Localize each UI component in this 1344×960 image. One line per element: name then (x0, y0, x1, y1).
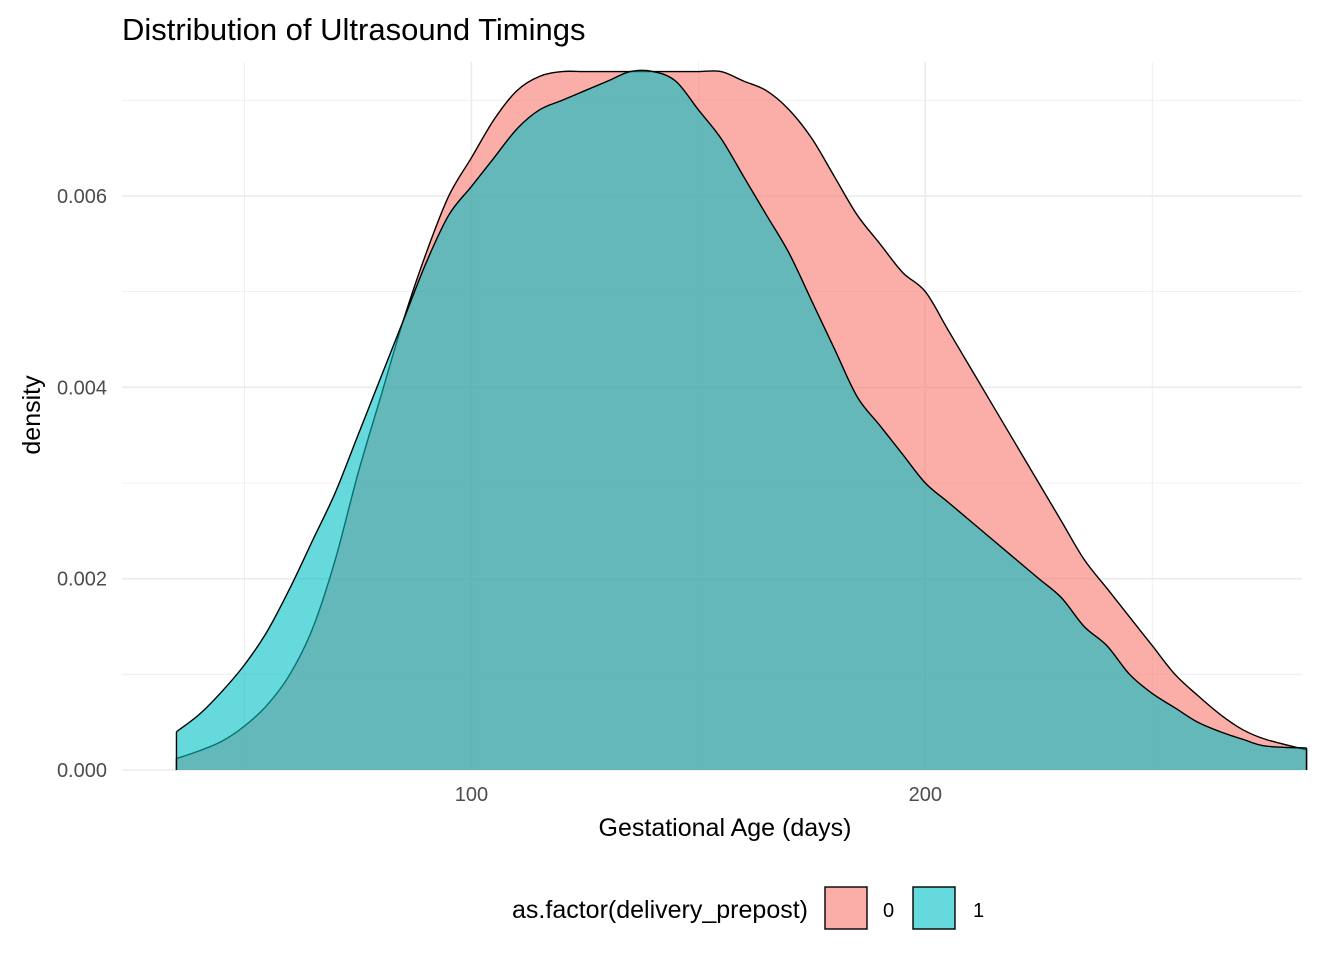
legend-label-1: 1 (973, 900, 984, 922)
legend-title: as.factor(delivery_prepost) (512, 896, 808, 924)
y-tick-label: 0.006 (57, 186, 107, 208)
legend-label-0: 0 (883, 900, 894, 922)
y-axis-label: density (18, 375, 46, 455)
density-series (175, 69, 1308, 771)
x-tick-label: 100 (455, 784, 488, 806)
density-line-1 (176, 69, 1307, 749)
legend-swatch-1 (912, 886, 956, 930)
legend: as.factor(delivery_prepost) 0 1 (512, 886, 984, 930)
chart-title: Distribution of Ultrasound Timings (122, 12, 585, 47)
y-tick-label: 0.000 (57, 760, 107, 782)
x-tick-labels: 100 200 (455, 784, 942, 806)
x-axis-label: Gestational Age (days) (599, 814, 852, 842)
y-tick-label: 0.002 (57, 569, 107, 591)
x-tick-label: 200 (909, 784, 942, 806)
y-tick-labels: 0.000 0.002 0.004 0.006 (57, 186, 107, 782)
y-tick-label: 0.004 (57, 377, 107, 399)
legend-swatch-0 (824, 886, 868, 930)
density-area-1 (176, 70, 1307, 771)
